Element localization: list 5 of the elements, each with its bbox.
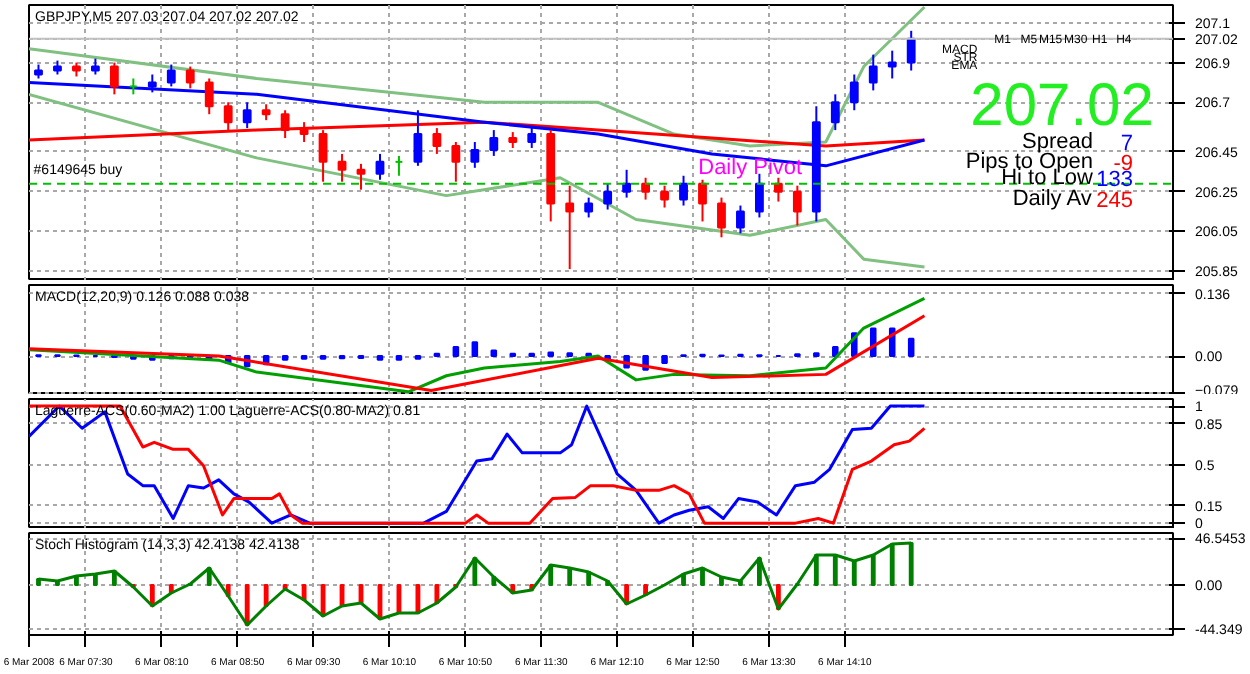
annotation: 133	[1096, 168, 1133, 193]
annotation: 245	[1096, 189, 1133, 214]
ref-line-label: Daily Pivot	[698, 155, 803, 180]
annotation: Daily Av	[1012, 187, 1093, 212]
annotation: 7	[1120, 131, 1133, 156]
